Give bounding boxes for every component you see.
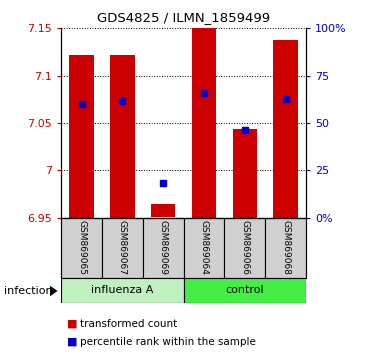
Text: control: control: [226, 285, 264, 295]
Bar: [61, 278, 184, 303]
Text: transformed count: transformed count: [80, 319, 177, 329]
Text: ■: ■: [67, 337, 78, 347]
Bar: [184, 218, 224, 278]
Text: GSM869067: GSM869067: [118, 220, 127, 275]
Text: influenza A: influenza A: [91, 285, 154, 295]
Polygon shape: [50, 286, 58, 296]
Text: GSM869066: GSM869066: [240, 220, 249, 275]
Bar: [61, 218, 102, 278]
Bar: [151, 204, 175, 217]
Bar: [69, 55, 94, 218]
Bar: [265, 218, 306, 278]
Text: percentile rank within the sample: percentile rank within the sample: [80, 337, 256, 347]
Text: GSM869069: GSM869069: [159, 220, 168, 275]
Bar: [184, 278, 306, 303]
Bar: [192, 28, 216, 218]
Bar: [110, 55, 135, 218]
Bar: [273, 40, 298, 218]
Bar: [143, 218, 184, 278]
Bar: [224, 218, 265, 278]
Text: ■: ■: [67, 319, 78, 329]
Title: GDS4825 / ILMN_1859499: GDS4825 / ILMN_1859499: [97, 11, 270, 24]
Text: GSM869064: GSM869064: [200, 220, 209, 275]
Text: GSM869065: GSM869065: [77, 220, 86, 275]
Text: infection: infection: [4, 286, 52, 296]
Bar: [233, 129, 257, 218]
Text: GSM869068: GSM869068: [281, 220, 290, 275]
Bar: [102, 218, 143, 278]
